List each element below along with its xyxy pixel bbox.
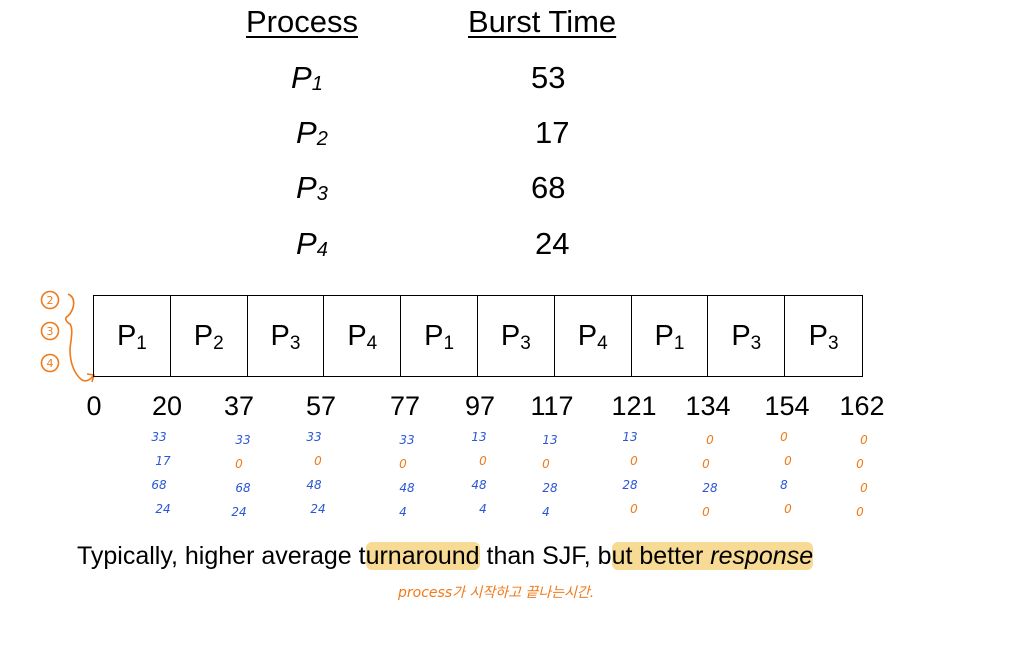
remaining-value: 68	[151, 478, 167, 492]
remaining-value: 0	[856, 505, 864, 519]
remaining-value: 24	[155, 502, 171, 516]
remaining-value: 28	[542, 481, 558, 495]
burst-value-p2: 17	[535, 115, 570, 150]
time-tick: 77	[389, 391, 421, 421]
burst-value-p3: 68	[531, 170, 566, 205]
process-label-p2: P2	[296, 115, 328, 150]
remaining-value: 0	[784, 502, 792, 516]
remaining-value: 0	[630, 454, 638, 468]
remaining-value: 24	[310, 502, 326, 516]
mark-2: 2	[47, 294, 54, 307]
handwritten-note: process가 시작하고 끝나는시간.	[398, 585, 595, 601]
remaining-value: 0	[860, 481, 868, 495]
remaining-value: 28	[622, 478, 638, 492]
remaining-value: 13	[622, 430, 638, 444]
remaining-value: 0	[856, 457, 864, 471]
brace-arrow	[65, 293, 94, 382]
remaining-value: 0	[479, 454, 487, 468]
remaining-value: 0	[399, 457, 407, 471]
remaining-value: 48	[399, 481, 415, 495]
mark-circle-2	[40, 290, 60, 310]
remaining-value: 24	[231, 505, 247, 519]
arrow-head	[86, 373, 96, 383]
remaining-value: 0	[314, 454, 322, 468]
remaining-value: 17	[155, 454, 171, 468]
time-tick: 121	[611, 391, 657, 421]
mark-circle-3	[40, 321, 60, 341]
remaining-value: 33	[235, 433, 251, 447]
time-tick: 57	[305, 391, 337, 421]
remaining-value: 4	[542, 505, 550, 519]
time-tick: 154	[764, 391, 810, 421]
caption: Typically, higher average turnaround tha…	[77, 542, 814, 570]
time-tick: 0	[86, 391, 102, 421]
mark-circle-4	[40, 353, 60, 373]
remaining-value: 0	[630, 502, 638, 516]
remaining-value: 33	[306, 430, 322, 444]
burst-time-header: Burst Time	[468, 4, 617, 39]
burst-value-p1: 53	[531, 60, 566, 95]
process-label-p3: P3	[296, 170, 328, 205]
time-tick: 117	[530, 391, 574, 421]
process-label-p1: P1	[291, 60, 323, 95]
remaining-value: 13	[471, 430, 487, 444]
time-tick: 162	[839, 391, 885, 421]
process-label-p4: P4	[296, 226, 328, 261]
remaining-value: 4	[479, 502, 487, 516]
time-tick: 20	[151, 391, 183, 421]
mark-3: 3	[47, 325, 54, 338]
remaining-value: 8	[780, 478, 788, 492]
highlight-turnaround: urnaround	[365, 542, 480, 570]
remaining-value: 0	[235, 457, 243, 471]
process-header: Process	[246, 4, 358, 39]
remaining-value: 0	[706, 433, 714, 447]
remaining-value: 68	[235, 481, 251, 495]
remaining-value: 4	[399, 505, 407, 519]
margin-annotation: 2 3 4	[40, 290, 96, 383]
remaining-value: 48	[471, 478, 487, 492]
remaining-value: 0	[542, 457, 550, 471]
remaining-value: 33	[399, 433, 415, 447]
remaining-value: 13	[542, 433, 558, 447]
remaining-value: 33	[151, 430, 167, 444]
remaining-value: 0	[780, 430, 788, 444]
highlight-response: ut better response	[611, 542, 814, 570]
time-tick: 37	[223, 391, 255, 421]
remaining-value: 0	[784, 454, 792, 468]
remaining-value: 0	[702, 505, 710, 519]
mark-4: 4	[47, 357, 54, 370]
time-tick: 97	[464, 391, 496, 421]
remaining-value: 0	[860, 433, 868, 447]
burst-value-p4: 24	[535, 226, 570, 261]
time-tick: 134	[685, 391, 731, 421]
remaining-value: 28	[702, 481, 718, 495]
remaining-value: 48	[306, 478, 322, 492]
remaining-value: 0	[702, 457, 710, 471]
